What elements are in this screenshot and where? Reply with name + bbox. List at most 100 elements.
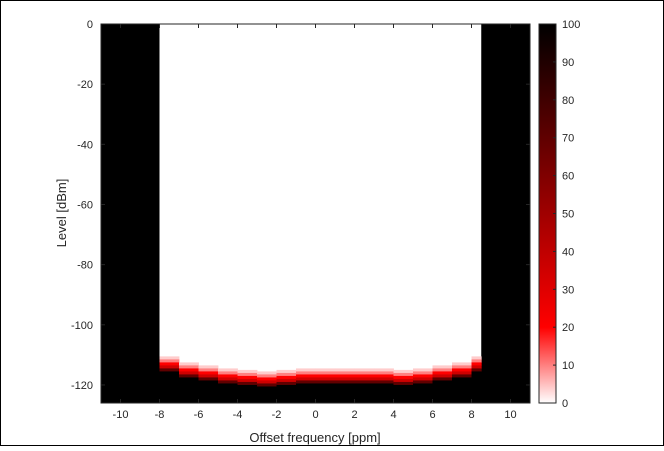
heatmap-cell <box>355 377 375 380</box>
heatmap-cell <box>452 371 472 374</box>
x-tick-label: -8 <box>155 409 165 421</box>
heatmap-cell <box>179 371 199 374</box>
x-tick-label: 10 <box>504 409 516 421</box>
heatmap-cell <box>277 370 297 373</box>
heatmap-cell <box>433 377 453 380</box>
heatmap-cell <box>316 374 336 377</box>
colorbar-tick-label: 100 <box>562 19 580 31</box>
x-tick-label: -2 <box>272 409 282 421</box>
heatmap-cell <box>374 380 394 383</box>
heatmap-cell <box>238 385 258 403</box>
heatmap-cell <box>374 383 394 403</box>
heatmap-cell <box>394 385 414 403</box>
heatmap-cell <box>218 377 238 380</box>
heatmap-cell <box>394 370 414 373</box>
heatmap-cell <box>277 382 297 385</box>
heatmap-cell <box>394 379 414 382</box>
heatmap-cell <box>199 374 219 377</box>
heatmap-cell <box>433 380 453 403</box>
heatmap-cell <box>179 368 199 371</box>
heatmap-cell <box>374 377 394 380</box>
heatmap-cell <box>413 374 433 377</box>
heatmap-cell <box>316 371 336 374</box>
x-tick-label: -10 <box>113 409 129 421</box>
heatmap-cell <box>296 380 316 383</box>
heatmap-cell <box>218 380 238 383</box>
heatmap-cell <box>296 371 316 374</box>
x-tick-label: 0 <box>312 409 318 421</box>
heatmap-cell <box>374 371 394 374</box>
heatmap-cell <box>218 368 238 371</box>
colorbar-tick-label: 80 <box>562 95 574 107</box>
heatmap-cell <box>199 371 219 374</box>
heatmap-cell <box>277 379 297 382</box>
heatmap-cell <box>277 373 297 376</box>
heatmap-cell <box>238 373 258 376</box>
heatmap-cell <box>472 371 482 403</box>
heatmap-cell <box>394 376 414 379</box>
heatmap-cell <box>355 380 375 383</box>
y-axis-label: Level [dBm] <box>54 179 69 248</box>
heatmap-cell <box>472 368 482 371</box>
heatmap-cell <box>238 379 258 382</box>
x-axis-label: Offset frequency [ppm] <box>249 430 380 445</box>
heatmap-cell <box>335 383 355 403</box>
colorbar-tick-label: 90 <box>562 57 574 69</box>
y-tick-label: -80 <box>77 260 93 272</box>
heatmap-cell <box>472 365 482 368</box>
heatmap-cell <box>452 365 472 368</box>
heatmap-cell <box>452 362 472 365</box>
heatmap-cell <box>160 368 180 371</box>
heatmap-cell <box>335 377 355 380</box>
heatmap-cell <box>316 377 336 380</box>
heatmap-cell <box>433 371 453 374</box>
y-tick-label: 0 <box>87 19 93 31</box>
heatmap-cell <box>355 374 375 377</box>
heatmap-cell <box>452 374 472 377</box>
saturated-region <box>481 24 530 403</box>
heatmap-cell <box>179 374 199 377</box>
heatmap-cell <box>160 362 180 365</box>
heatmap-cell <box>433 368 453 371</box>
heatmap-cell <box>472 356 482 359</box>
heatmap-cell <box>335 371 355 374</box>
heatmap-cell <box>296 368 316 371</box>
colorbar-tick-label: 0 <box>562 398 568 410</box>
y-tick-label: -20 <box>77 79 93 91</box>
heatmap-cell <box>452 368 472 371</box>
colorbar-tick-label: 40 <box>562 246 574 258</box>
heatmap-cell <box>199 368 219 371</box>
heatmap-cell <box>335 380 355 383</box>
x-tick-label: 6 <box>429 409 435 421</box>
heatmap-cell <box>433 365 453 368</box>
heatmap-cell <box>296 377 316 380</box>
colorbar-tick-label: 50 <box>562 209 574 221</box>
heatmap-cell <box>472 359 482 362</box>
heatmap-cell <box>257 386 277 403</box>
heatmap-cell <box>257 377 277 380</box>
heatmap-cell <box>199 365 219 368</box>
heatmap-cell <box>257 380 277 383</box>
y-tick-label: -120 <box>71 380 93 392</box>
heatmap-cell <box>257 371 277 374</box>
heatmap-cell <box>277 385 297 403</box>
x-tick-label: -6 <box>194 409 204 421</box>
x-tick-label: -4 <box>233 409 243 421</box>
heatmap-cell <box>238 370 258 373</box>
heatmap-cell <box>374 374 394 377</box>
heatmap-cell <box>335 374 355 377</box>
y-tick-label: -60 <box>77 199 93 211</box>
heatmap-cell <box>218 371 238 374</box>
heatmap-cell <box>433 374 453 377</box>
colorbar-tick-label: 60 <box>562 171 574 183</box>
x-tick-label: 8 <box>468 409 474 421</box>
heatmap-cell <box>355 368 375 371</box>
heatmap-cell <box>160 359 180 362</box>
heatmap-cell <box>413 380 433 383</box>
heatmap-cell <box>413 368 433 371</box>
heatmap-cell <box>374 368 394 371</box>
heatmap-cell <box>160 365 180 368</box>
y-tick-label: -40 <box>77 139 93 151</box>
heatmap-cell <box>160 356 180 359</box>
